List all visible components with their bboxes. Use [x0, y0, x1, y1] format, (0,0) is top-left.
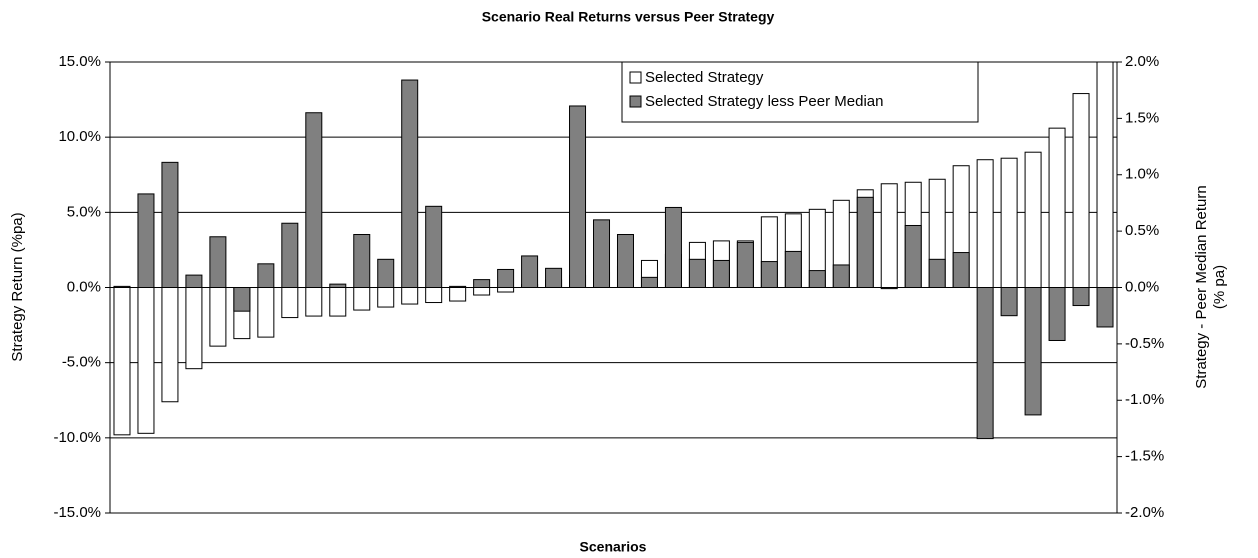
bar: [377, 287, 395, 308]
bar: [664, 206, 682, 288]
bar: [808, 270, 826, 288]
bar: [209, 236, 227, 288]
y2-tick-label: -1.0%: [1125, 391, 1164, 408]
legend-label: Selected Strategy: [645, 69, 764, 86]
bar: [545, 267, 563, 288]
bar: [1000, 157, 1018, 288]
bar: [1048, 287, 1066, 341]
chart-title: Scenario Real Returns versus Peer Strate…: [482, 9, 775, 25]
y-tick-label: -15.0%: [53, 504, 101, 521]
bar: [928, 258, 946, 288]
bar: [1096, 287, 1114, 328]
bar: [353, 234, 371, 289]
bar: [880, 183, 898, 289]
bar: [161, 161, 179, 288]
bar: [401, 79, 419, 289]
y2-axis-label: Strategy - Peer Median Return: [1193, 185, 1210, 388]
bar: [1024, 151, 1042, 288]
bar: [257, 287, 275, 338]
bar: [1072, 93, 1090, 288]
bar: [784, 250, 802, 288]
bar: [616, 234, 634, 289]
bar: [473, 279, 491, 289]
bar: [425, 205, 443, 289]
bar: [760, 261, 778, 289]
bar: [137, 193, 155, 288]
bar: [185, 274, 203, 289]
y2-tick-label: 2.0%: [1125, 53, 1159, 70]
y-tick-label: -5.0%: [62, 354, 101, 371]
y2-tick-label: 1.0%: [1125, 166, 1159, 183]
bar: [137, 287, 155, 434]
bar: [185, 287, 203, 370]
bar: [1000, 287, 1018, 317]
bar: [1072, 287, 1090, 307]
bar: [113, 287, 131, 436]
legend-label: Selected Strategy less Peer Median: [645, 93, 883, 110]
bar: [976, 287, 994, 440]
legend-swatch: [629, 95, 642, 108]
bar: [233, 287, 251, 312]
y2-tick-label: -1.5%: [1125, 448, 1164, 465]
bar: [161, 287, 179, 403]
y2-tick-label: 0.5%: [1125, 222, 1159, 239]
bar: [257, 263, 275, 289]
bar: [281, 222, 299, 288]
bar: [736, 241, 754, 288]
bar: [712, 259, 730, 289]
y-tick-label: 0.0%: [67, 278, 101, 295]
bar: [305, 112, 323, 288]
y2-axis-label: (% pa): [1211, 265, 1228, 309]
bar: [113, 285, 131, 288]
legend-box: [621, 61, 979, 123]
y-tick-label: 5.0%: [67, 203, 101, 220]
bar: [569, 105, 587, 288]
bar: [329, 283, 347, 288]
y2-tick-label: -0.5%: [1125, 335, 1164, 352]
bar: [688, 258, 706, 288]
x-axis-label: Scenarios: [580, 539, 647, 555]
bar: [449, 285, 467, 288]
bar: [856, 196, 874, 288]
y-tick-label: 10.0%: [58, 128, 101, 145]
y-tick-label: -10.0%: [53, 429, 101, 446]
bar: [353, 287, 371, 311]
bar: [1024, 287, 1042, 416]
y2-tick-label: 0.0%: [1125, 278, 1159, 295]
bar: [281, 287, 299, 319]
bar: [377, 258, 395, 288]
bar: [497, 268, 515, 288]
bar: [425, 287, 443, 304]
bar: [593, 219, 611, 289]
bar: [329, 287, 347, 317]
y-axis-label: Strategy Return (%pa): [9, 212, 26, 361]
bar: [904, 224, 922, 289]
bar: [209, 287, 227, 347]
y-tick-label: 15.0%: [58, 53, 101, 70]
bar: [832, 264, 850, 289]
bar: [952, 252, 970, 288]
bar: [401, 287, 419, 305]
y2-tick-label: -2.0%: [1125, 504, 1164, 521]
bar: [473, 287, 491, 296]
bar: [976, 159, 994, 288]
bar: [1048, 127, 1066, 288]
bar: [449, 287, 467, 302]
bar: [521, 255, 539, 288]
legend-swatch: [629, 71, 642, 84]
y2-tick-label: 1.5%: [1125, 109, 1159, 126]
bar: [305, 287, 323, 317]
bar: [497, 287, 515, 293]
bar: [1096, 61, 1114, 288]
bar: [880, 287, 898, 290]
bar: [640, 276, 658, 289]
